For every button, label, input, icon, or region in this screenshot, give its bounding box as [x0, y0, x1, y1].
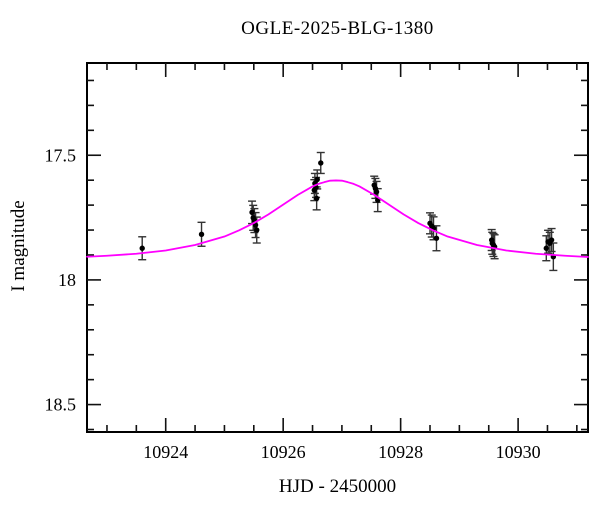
- y-tick-label: 17.5: [45, 145, 77, 165]
- data-point: [548, 237, 555, 243]
- data-point: [198, 231, 205, 237]
- data-point: [373, 189, 380, 195]
- data-point: [254, 227, 260, 233]
- data-point: [313, 195, 320, 202]
- chart-title: OGLE-2025-BLG-1380: [241, 18, 434, 39]
- data-point: [314, 176, 320, 183]
- x-tick-label: 10926: [261, 442, 306, 462]
- x-tick-label: 10924: [143, 442, 188, 462]
- data-point: [318, 160, 324, 166]
- x-tick-label: 10930: [496, 442, 541, 462]
- data-point: [543, 245, 549, 251]
- x-axis-label: HJD - 2450000: [278, 476, 397, 497]
- data-point: [249, 209, 255, 216]
- y-tick-label: 18.5: [45, 395, 77, 415]
- x-tick-label: 10928: [378, 442, 423, 462]
- plot-frame: [86, 62, 589, 433]
- data-point: [139, 245, 145, 251]
- model-curve: [86, 179, 589, 258]
- y-tick-label: 18: [58, 270, 76, 290]
- data-point: [433, 235, 440, 241]
